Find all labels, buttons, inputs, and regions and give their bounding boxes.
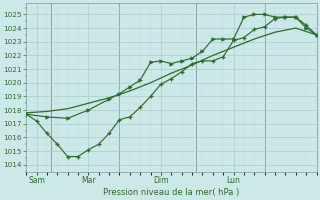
X-axis label: Pression niveau de la mer( hPa ): Pression niveau de la mer( hPa ) xyxy=(103,188,239,197)
